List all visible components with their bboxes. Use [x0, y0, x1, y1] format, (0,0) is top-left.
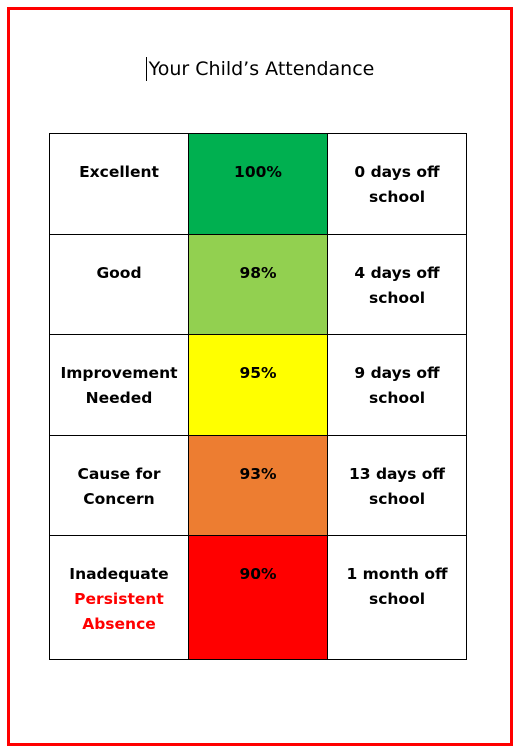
table-row-inadequate: Inadequate Persistent Absence 90% 1 mont…: [49, 535, 467, 660]
title-container: Your Child’s Attendance: [0, 57, 520, 81]
row-label: Inadequate: [69, 565, 169, 583]
percent-cell: 95%: [188, 334, 328, 436]
percent-cell: 90%: [188, 535, 328, 660]
row-label: Excellent: [49, 133, 189, 235]
percent-cell: 100%: [188, 133, 328, 235]
row-label: Improvement Needed: [49, 334, 189, 436]
days-off-cell: 0 days off school: [327, 133, 467, 235]
days-off-cell: 9 days off school: [327, 334, 467, 436]
row-label: Cause for Concern: [49, 434, 189, 536]
percent-cell: 98%: [188, 233, 328, 335]
page-title: Your Child’s Attendance: [145, 57, 374, 81]
days-off-cell: 1 month off school: [327, 535, 467, 660]
days-off-cell: 13 days off school: [327, 434, 467, 536]
days-off-cell: 4 days off school: [327, 233, 467, 335]
row-label-cell: Inadequate Persistent Absence: [49, 535, 189, 660]
table-row-improvement-needed: Improvement Needed 95% 9 days off school: [49, 334, 467, 436]
percent-cell: 93%: [188, 434, 328, 536]
table-row-excellent: Excellent 100% 0 days off school: [49, 133, 467, 235]
row-label: Good: [49, 233, 189, 335]
attendance-table: Excellent 100% 0 days off school Good 98…: [49, 133, 467, 660]
table-row-cause-for-concern: Cause for Concern 93% 13 days off school: [49, 434, 467, 536]
persistent-absence-label: Persistent Absence: [74, 590, 164, 633]
table-row-good: Good 98% 4 days off school: [49, 233, 467, 335]
